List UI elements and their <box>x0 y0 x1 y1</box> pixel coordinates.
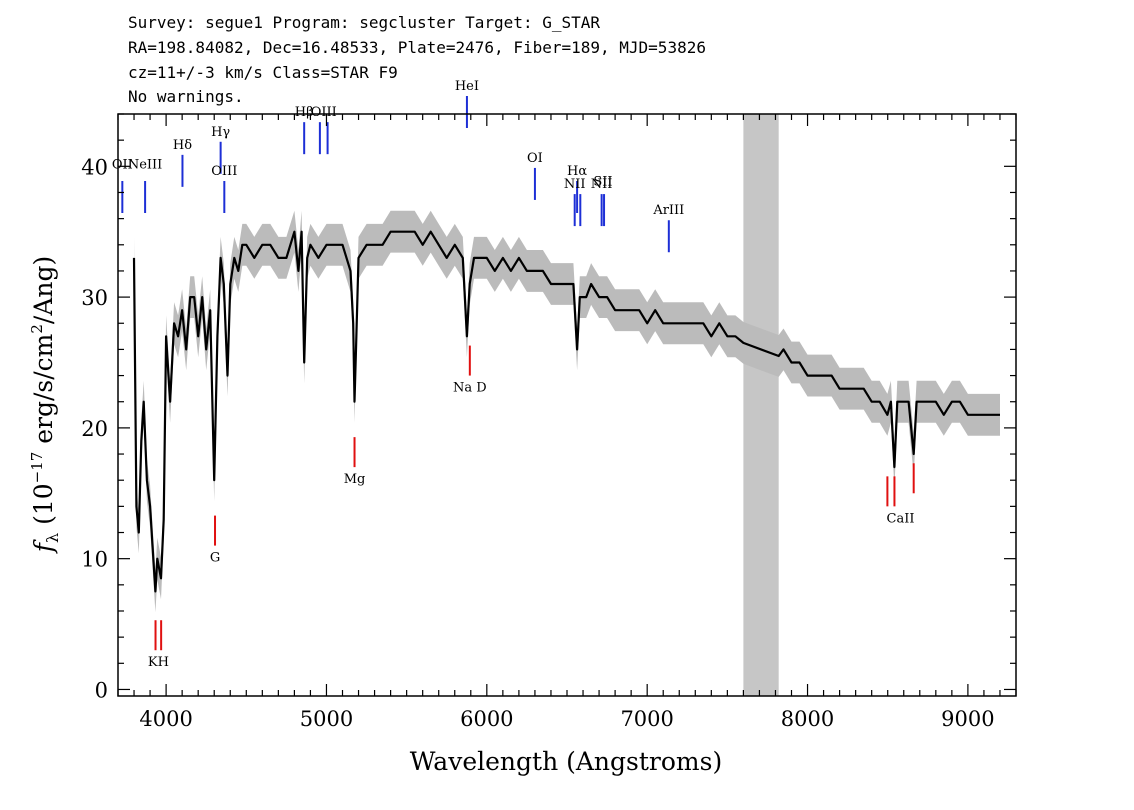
emission-line-label: OII <box>112 157 133 172</box>
x-axis-title: Wavelength (Angstroms) <box>410 747 722 776</box>
y-label-sq: 2 <box>28 324 46 334</box>
flux-series-line <box>132 230 1000 593</box>
emission-line-label: ArIII <box>652 203 684 218</box>
x-tick-label: 7000 <box>620 707 673 731</box>
emission-line-label: NeIII <box>128 157 162 172</box>
absorption-line-label: KH <box>148 655 169 670</box>
y-tick-label: 30 <box>81 286 108 310</box>
emission-line-label: Hβ <box>295 105 314 120</box>
y-label-exp: −17 <box>28 452 46 484</box>
emission-line-label: OIII <box>311 105 337 120</box>
y-label-f: f <box>29 539 58 554</box>
masked-region <box>743 114 779 696</box>
x-tick-label: 8000 <box>781 707 834 731</box>
emission-line-label: Hα <box>567 164 587 179</box>
header-line-4: No warnings. <box>128 87 244 106</box>
y-tick-label: 10 <box>81 548 108 572</box>
absorption-line-label: Mg <box>344 472 366 487</box>
emission-line-label: NII <box>591 177 613 192</box>
y-label-lambda: λ <box>43 533 62 543</box>
y-label-mid: erg/s/cm <box>29 333 58 451</box>
y-label-open: (10 <box>29 483 58 533</box>
absorption-line-label: Na D <box>453 381 487 396</box>
x-tick-label: 6000 <box>460 707 513 731</box>
plot-area: OIINeIIIHδHγOIIIHβOIIIHeIOINIIHαNIISIIAr… <box>81 79 1017 731</box>
error-band <box>134 210 1000 613</box>
absorption-line-label: CaII <box>887 511 915 526</box>
header-line-3: cz=11+/-3 km/s Class=STAR F9 <box>128 63 398 82</box>
y-axis-title: fλ (10−17 erg/s/cm2/Ang) <box>28 256 62 555</box>
emission-line-label: Hδ <box>173 138 192 153</box>
emission-line-label: HeI <box>455 79 479 94</box>
y-tick-label: 40 <box>81 155 108 179</box>
emission-line-label: SII <box>593 174 612 189</box>
y-label-close: /Ang) <box>29 256 58 324</box>
absorption-line-label: G <box>210 551 220 566</box>
header-line-2: RA=198.84082, Dec=16.48533, Plate=2476, … <box>128 38 706 57</box>
emission-line-label: OIII <box>211 164 237 179</box>
y-tick-label: 20 <box>81 417 108 441</box>
emission-line-label: Hγ <box>211 125 230 140</box>
emission-line-label: OI <box>527 151 543 166</box>
y-tick-label: 0 <box>95 678 108 702</box>
header-line-1: Survey: segue1 Program: segcluster Targe… <box>128 13 600 32</box>
x-tick-label: 5000 <box>300 707 353 731</box>
x-tick-label: 4000 <box>139 707 192 731</box>
x-tick-label: 9000 <box>941 707 994 731</box>
emission-line-label: NII <box>564 177 586 192</box>
